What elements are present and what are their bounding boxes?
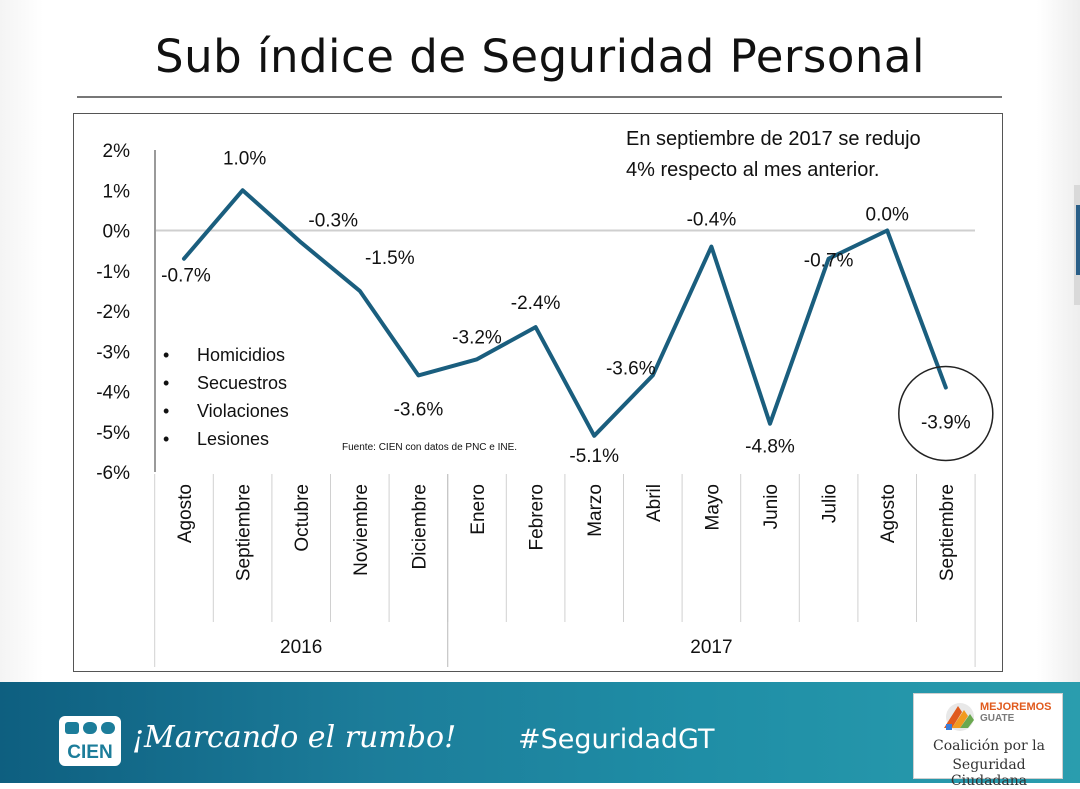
x-tick-label: Marzo — [585, 484, 606, 537]
x-tick-label: Agosto — [878, 484, 899, 543]
highlight-circle — [898, 365, 994, 462]
x-tick-label: Julio — [820, 484, 841, 523]
x-tick-label: Enero — [468, 484, 489, 535]
bullet-item: Secuestros — [197, 373, 287, 393]
bullet-dot-icon: • — [163, 429, 169, 449]
partner-brand-line-1: MEJOREMOS — [980, 701, 1052, 713]
bullet-dot-icon: • — [163, 373, 169, 393]
y-tick-label: -5% — [96, 423, 130, 444]
x-tick-label: Febrero — [527, 484, 548, 551]
x-tick-labels: Agosto Septiembre Octubre Noviembre Diciembr… — [175, 484, 958, 581]
series-line — [182, 188, 948, 438]
y-tick-label: -4% — [96, 383, 130, 404]
x-tick-label: Agosto — [175, 484, 196, 543]
partial-edge-graphic — [1062, 185, 1080, 305]
data-label: -2.4% — [511, 293, 561, 314]
annotation-line-1: En septiembre de 2017 se redujo — [626, 128, 921, 150]
line-chart: 2% 1% 0% -1% -2% -3% -4% -5% -6% Agosto Septiembr… — [96, 128, 994, 667]
x-tick-label: Noviembre — [351, 484, 372, 576]
partner-name-line-2: Seguridad Ciudadana — [950, 757, 1028, 789]
bullet-dot-icon: • — [163, 401, 169, 421]
data-label: -1.5% — [365, 248, 415, 269]
x-tick-label: Junio — [761, 484, 782, 529]
bullet-list: • Homicidios • Secuestros • Violaciones … — [163, 345, 289, 449]
data-label: -0.7% — [804, 251, 854, 272]
tagline: ¡Marcando el rumbo! — [132, 720, 457, 755]
y-tick-label: 1% — [103, 181, 131, 202]
data-label: -0.7% — [161, 266, 211, 287]
partner-name-line-1: Coalición por la — [932, 738, 1045, 754]
source-note: Fuente: CIEN con datos de PNC e INE. — [342, 442, 517, 453]
x-tick-label: Septiembre — [937, 484, 958, 581]
partner-brand-line-2: GUATE — [980, 713, 1015, 724]
year-label: 2017 — [690, 637, 732, 658]
bullet-item: Homicidios — [197, 345, 285, 365]
data-label: -3.6% — [394, 399, 444, 420]
bullet-item: Violaciones — [197, 401, 289, 421]
y-tick-label: -3% — [96, 342, 130, 363]
hashtag: #SeguridadGT — [518, 724, 715, 755]
bullet-dot-icon: • — [163, 345, 169, 365]
data-label: -3.6% — [606, 358, 656, 379]
mejoremos-guate-mark-icon — [944, 703, 974, 731]
data-label: -0.3% — [308, 211, 358, 232]
year-label: 2016 — [280, 637, 322, 658]
x-tick-label: Abril — [644, 484, 665, 522]
footer-bar — [0, 682, 1080, 783]
data-label: -3.9% — [921, 412, 971, 433]
data-label: 1.0% — [223, 148, 266, 169]
data-label: -3.2% — [452, 327, 502, 348]
x-tick-label: Mayo — [702, 484, 723, 530]
data-label: -0.4% — [687, 210, 737, 231]
x-tick-label: Septiembre — [234, 484, 255, 581]
year-labels: 2016 2017 — [280, 637, 732, 658]
data-label: -4.8% — [745, 437, 795, 458]
coalicion-logo: MEJOREMOS GUATE Coalición por la Segurid… — [913, 693, 1063, 789]
x-tick-label: Diciembre — [409, 484, 430, 570]
y-tick-label: -6% — [96, 463, 130, 484]
data-labels: -0.7% 1.0% -0.3% -1.5% -3.6% -3.2% -2.4% -5.1% -… — [161, 148, 971, 467]
annotation: En septiembre de 2017 se redujo 4% respe… — [626, 128, 921, 181]
y-tick-label: -1% — [96, 262, 130, 283]
y-tick-labels: 2% 1% 0% -1% -2% -3% -4% -5% -6% — [96, 141, 130, 484]
data-label: -5.1% — [569, 446, 619, 467]
cien-logo-text: CIEN — [67, 742, 112, 763]
annotation-line-2: 4% respecto al mes anterior. — [626, 159, 879, 181]
y-tick-label: 0% — [103, 222, 131, 243]
title-divider — [77, 96, 1002, 98]
bullet-item: Lesiones — [197, 429, 269, 449]
data-label: 0.0% — [866, 205, 909, 226]
y-tick-label: -2% — [96, 302, 130, 323]
y-tick-label: 2% — [103, 141, 131, 162]
axes — [154, 150, 976, 667]
highlight — [898, 365, 994, 462]
series — [182, 188, 948, 438]
cien-logo: CIEN — [59, 716, 121, 766]
page-title: Sub índice de Seguridad Personal — [155, 30, 925, 83]
x-tick-label: Octubre — [292, 484, 313, 552]
